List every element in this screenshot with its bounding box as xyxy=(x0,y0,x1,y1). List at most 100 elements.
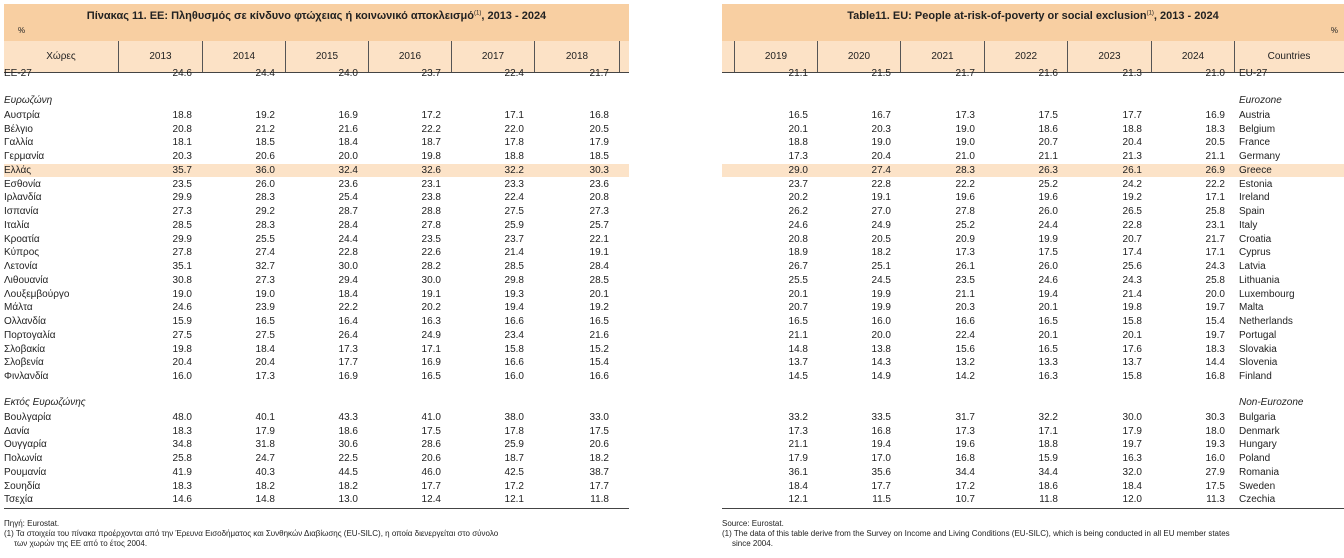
title-footnote-mark: (1) xyxy=(1146,10,1154,17)
value-2016: 30.0 xyxy=(421,275,441,286)
value-2022: 21.1 xyxy=(1038,151,1058,162)
value-2016: 20.6 xyxy=(421,453,441,464)
value-2022: 24.6 xyxy=(1038,275,1058,286)
unit-label: % xyxy=(1330,26,1338,35)
value-2020: 25.1 xyxy=(871,261,891,272)
value-2022: 13.3 xyxy=(1038,357,1058,368)
value-2023: 21.3 xyxy=(1122,68,1142,79)
value-2024: 27.9 xyxy=(1205,467,1225,478)
value-2017: 16.6 xyxy=(504,316,524,327)
title-text: Πίνακας 11. ΕΕ: Πληθυσμός σε κίνδυνο φτώ… xyxy=(86,10,474,22)
value-2014: 24.7 xyxy=(255,453,275,464)
value-2023: 20.1 xyxy=(1122,330,1142,341)
footnote-line-1: (1) The data of this table derive from t… xyxy=(722,529,1230,538)
value-2024: 15.4 xyxy=(1205,316,1225,327)
value-2017: 29.8 xyxy=(504,275,524,286)
value-2021: 27.8 xyxy=(955,206,975,217)
value-2015: 17.3 xyxy=(338,344,358,355)
value-2022: 34.4 xyxy=(1038,467,1058,478)
value-2015: 28.4 xyxy=(338,220,358,231)
value-2022: 26.3 xyxy=(1038,165,1058,176)
value-2015: 16.9 xyxy=(338,371,358,382)
value-2016: 17.5 xyxy=(421,426,441,437)
header-year-2024: 2024 xyxy=(1152,41,1235,72)
unit-label: % xyxy=(18,26,26,35)
value-2023: 13.7 xyxy=(1122,357,1142,368)
value-2013: 27.5 xyxy=(172,330,192,341)
header-year-2019: 2019 xyxy=(735,41,818,72)
country-label: Εσθονία xyxy=(4,179,41,190)
value-2016: 46.0 xyxy=(421,467,441,478)
value-2019: 16.5 xyxy=(788,110,808,121)
value-2019: 36.1 xyxy=(788,467,808,478)
value-2019: 29.0 xyxy=(788,165,808,176)
value-2015: 44.5 xyxy=(338,467,358,478)
table-row: Μάλτα 24.6 23.9 22.2 20.2 19.4 19.2 xyxy=(4,301,629,314)
value-2024: 25.8 xyxy=(1205,275,1225,286)
table-row: Αυστρία 18.8 19.2 16.9 17.2 17.1 16.8 xyxy=(4,109,629,122)
footnote-line-2: των χωρών της ΕΕ από το έτος 2004. xyxy=(14,539,148,548)
table-row: Poland 17.9 17.0 16.8 15.9 16.3 16.0 xyxy=(722,452,1344,465)
value-2014: 25.5 xyxy=(255,234,275,245)
value-2016: 16.3 xyxy=(421,316,441,327)
value-2013: 48.0 xyxy=(172,412,192,423)
value-2020: 16.7 xyxy=(871,110,891,121)
value-2013: 19.8 xyxy=(172,344,192,355)
country-label: Ireland xyxy=(1239,192,1270,203)
value-2021: 14.2 xyxy=(955,371,975,382)
value-2019: 20.2 xyxy=(788,192,808,203)
value-2016: 22.6 xyxy=(421,247,441,258)
country-label: Malta xyxy=(1239,302,1264,313)
header-year-2015: 2015 xyxy=(286,41,369,72)
value-2017: 22.4 xyxy=(504,192,524,203)
value-2018: 19.2 xyxy=(589,302,609,313)
country-label: Τσεχία xyxy=(4,494,33,505)
table-row: Σλοβενία 20.4 20.4 17.7 16.9 16.6 15.4 xyxy=(4,356,629,369)
value-2018: 20.8 xyxy=(589,192,609,203)
country-label: Italy xyxy=(1239,220,1258,231)
country-label: Slovenia xyxy=(1239,357,1278,368)
value-2013: 24.6 xyxy=(172,302,192,313)
table-row: Spain 26.2 27.0 27.8 26.0 26.5 25.8 xyxy=(722,205,1344,218)
value-2024: 22.2 xyxy=(1205,179,1225,190)
value-2016: 12.4 xyxy=(421,494,441,505)
value-2014: 36.0 xyxy=(255,165,275,176)
source-note: Πηγή: Eurostat. xyxy=(4,519,60,528)
value-2016: 28.8 xyxy=(421,206,441,217)
value-2023: 25.6 xyxy=(1122,261,1142,272)
value-2017: 16.0 xyxy=(504,371,524,382)
value-2021: 34.4 xyxy=(955,467,975,478)
table-row: Estonia 23.7 22.8 22.2 25.2 24.2 22.2 xyxy=(722,178,1344,191)
value-2020: 18.2 xyxy=(871,247,891,258)
country-label: Luxembourg xyxy=(1239,289,1295,300)
value-2016: 23.5 xyxy=(421,234,441,245)
value-2021: 19.6 xyxy=(955,439,975,450)
value-2015: 30.6 xyxy=(338,439,358,450)
value-2014: 40.1 xyxy=(255,412,275,423)
title-years: , 2013 - 2024 xyxy=(481,10,547,22)
country-label: Κύπρος xyxy=(4,247,40,258)
table-row: Λουξεμβούργο 19.0 19.0 18.4 19.1 19.3 20.1 xyxy=(4,288,629,301)
value-2021: 17.3 xyxy=(955,110,975,121)
value-2018: 18.5 xyxy=(589,151,609,162)
value-2022: 17.5 xyxy=(1038,110,1058,121)
country-label: Αυστρία xyxy=(4,110,40,121)
value-2013: 23.5 xyxy=(172,179,192,190)
value-2013: 18.3 xyxy=(172,426,192,437)
value-2015: 43.3 xyxy=(338,412,358,423)
country-label: Λουξεμβούργο xyxy=(4,289,70,300)
value-2023: 20.7 xyxy=(1122,234,1142,245)
value-2014: 20.4 xyxy=(255,357,275,368)
value-2014: 18.5 xyxy=(255,137,275,148)
country-label: Βέλγιο xyxy=(4,124,33,135)
value-2015: 13.0 xyxy=(338,494,358,505)
table-row: Ιρλανδία 29.9 28.3 25.4 23.8 22.4 20.8 xyxy=(4,191,629,204)
value-2020: 33.5 xyxy=(871,412,891,423)
greek-table-panel: Πίνακας 11. ΕΕ: Πληθυσμός σε κίνδυνο φτώ… xyxy=(4,4,629,558)
table-row: Ελλάς 35.7 36.0 32.4 32.6 32.2 30.3 xyxy=(4,164,629,177)
country-label: Spain xyxy=(1239,206,1265,217)
country-label: Belgium xyxy=(1239,124,1276,135)
value-2018: 16.5 xyxy=(589,316,609,327)
value-2016: 16.9 xyxy=(421,357,441,368)
value-2020: 19.0 xyxy=(871,137,891,148)
